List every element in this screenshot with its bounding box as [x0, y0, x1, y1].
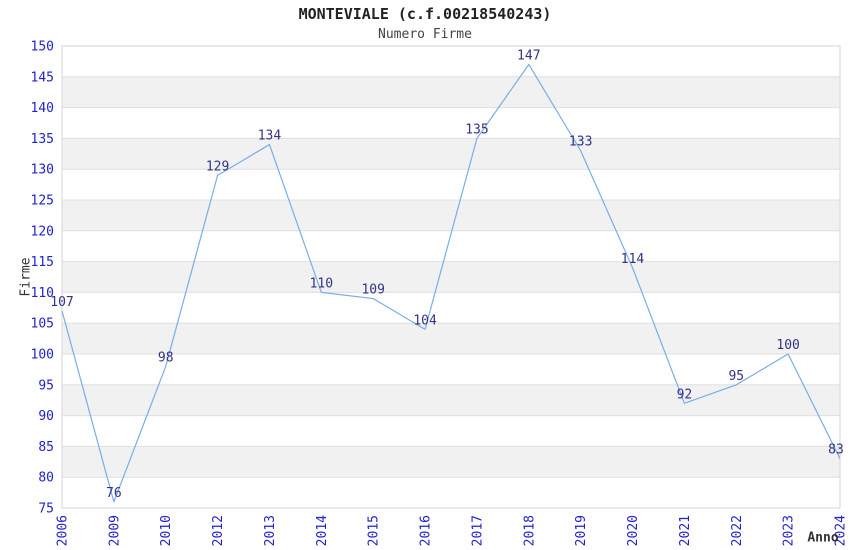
- chart-subtitle: Numero Firme: [378, 27, 472, 42]
- y-tick-label: 105: [31, 317, 54, 332]
- grid-band: [62, 261, 840, 293]
- y-tick-label: 145: [31, 70, 54, 85]
- x-tick-label: 2016: [419, 515, 434, 546]
- x-tick-label: 2017: [470, 515, 485, 546]
- x-tick-label: 2023: [782, 515, 797, 546]
- plot-border: [61, 45, 841, 509]
- data-point-label: 134: [258, 129, 282, 144]
- y-tick-label: 120: [31, 224, 54, 239]
- y-tick-label: 90: [38, 409, 54, 424]
- y-tick-label: 85: [38, 440, 54, 455]
- data-point-label: 98: [158, 350, 174, 365]
- grid-band: [62, 138, 840, 170]
- x-tick-label: 2020: [626, 515, 641, 546]
- y-tick-label: 80: [38, 471, 54, 486]
- y-tick-label: 100: [31, 348, 54, 363]
- x-tick-label: 2019: [574, 515, 589, 546]
- data-point-label: 110: [310, 276, 333, 291]
- x-tick-label: 2012: [211, 515, 226, 546]
- data-point-label: 107: [50, 295, 73, 310]
- data-point-label: 100: [776, 338, 799, 353]
- y-tick-label: 75: [38, 502, 54, 517]
- data-point-label: 95: [728, 369, 744, 384]
- x-tick-label: 2024: [834, 515, 849, 546]
- y-tick-label: 115: [31, 255, 54, 270]
- data-point-label: 147: [517, 48, 540, 63]
- data-point-label: 104: [413, 313, 437, 328]
- y-tick-label: 135: [31, 132, 54, 147]
- y-axis-title: Firme: [18, 257, 34, 297]
- grid-band: [62, 384, 840, 416]
- y-tick-label: 150: [31, 40, 54, 55]
- x-tick-label: 2006: [56, 515, 71, 546]
- data-point-label: 92: [677, 387, 693, 402]
- data-point-label: 133: [569, 135, 592, 150]
- data-point-label: 114: [621, 252, 645, 267]
- grid-band: [62, 76, 840, 108]
- x-tick-label: 2021: [678, 515, 693, 546]
- y-tick-label: 140: [31, 101, 54, 116]
- x-tick-label: 2010: [159, 515, 174, 546]
- x-axis-title: Anno: [807, 530, 839, 546]
- y-tick-label: 125: [31, 194, 54, 209]
- x-tick-label: 2015: [367, 515, 382, 546]
- data-point-label: 109: [361, 283, 384, 298]
- x-tick-label: 2014: [315, 515, 330, 546]
- data-point-label: 135: [465, 122, 488, 137]
- grid-band: [62, 446, 840, 478]
- data-line: [61, 63, 841, 503]
- y-tick-label: 130: [31, 163, 54, 178]
- x-tick-label: 2013: [263, 515, 278, 546]
- grid-band: [62, 200, 840, 231]
- data-point-label: 129: [206, 159, 229, 174]
- y-tick-label: 95: [38, 378, 54, 393]
- data-point-label: 83: [828, 443, 844, 458]
- grid-band: [62, 323, 840, 354]
- x-tick-label: 2022: [730, 515, 745, 546]
- x-tick-label: 2009: [107, 515, 122, 546]
- chart-title: MONTEVIALE (c.f.00218540243): [298, 5, 552, 23]
- data-point-label: 76: [106, 486, 122, 501]
- y-tick-label: 110: [31, 286, 54, 301]
- x-tick-label: 2018: [522, 515, 537, 546]
